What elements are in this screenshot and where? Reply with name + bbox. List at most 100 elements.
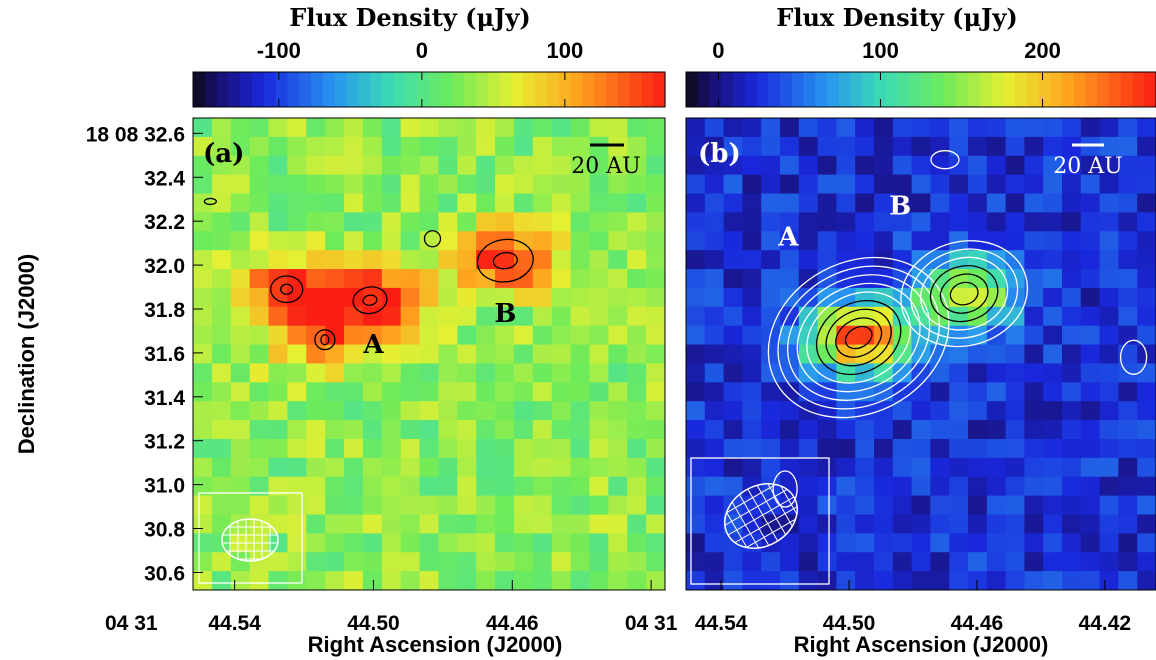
heatmap-cell [193, 269, 213, 289]
heatmap-cell [1062, 514, 1082, 534]
heatmap-cell [704, 287, 725, 308]
heatmap-cell [287, 457, 307, 478]
heatmap-cell [646, 401, 665, 421]
heatmap-cell [268, 212, 288, 232]
heatmap-cell [1080, 212, 1101, 232]
heatmap-cell [419, 382, 440, 402]
heatmap-cell [874, 118, 894, 138]
colorbar-segment [535, 72, 548, 107]
heatmap-cell [836, 363, 856, 383]
heatmap-cell [1080, 363, 1101, 383]
heatmap-cell [325, 136, 345, 157]
heatmap-cell [325, 212, 345, 232]
heatmap-cell [306, 306, 326, 327]
heatmap-cell [551, 552, 572, 572]
heatmap-cell [400, 155, 421, 176]
colorbar-segment [523, 72, 536, 107]
heatmap-cell [589, 514, 609, 534]
heatmap-cell [249, 344, 270, 365]
source-label: A [362, 330, 384, 360]
heatmap-cell [476, 438, 496, 459]
heatmap-cell [193, 118, 213, 138]
heatmap-cell [742, 382, 762, 402]
heatmap-cell [400, 174, 421, 195]
heatmap-cell [874, 344, 894, 365]
heatmap-cell [268, 155, 288, 176]
heatmap-cell [306, 155, 326, 176]
colorbar-tick-label: 0 [416, 38, 428, 63]
heatmap-cell [457, 476, 477, 497]
heatmap-cell [1080, 231, 1101, 251]
heatmap-cell [287, 118, 307, 138]
source-label: B [494, 299, 516, 329]
heatmap-cell [381, 212, 402, 232]
heatmap-cell [419, 420, 440, 440]
heatmap-cell [1043, 344, 1063, 365]
x-tick-label: 44.54 [695, 612, 748, 635]
heatmap-cell [986, 363, 1007, 383]
heatmap-cell [1080, 174, 1101, 195]
heatmap-cell [742, 231, 762, 251]
heatmap-cell [230, 174, 251, 195]
heatmap-cell [949, 552, 969, 572]
heatmap-cell [1005, 325, 1025, 346]
heatmap-cell [892, 495, 913, 516]
contour-line [786, 274, 931, 401]
heatmap-cell [344, 401, 364, 421]
heatmap-cell [892, 533, 913, 553]
heatmap-cell [968, 495, 988, 516]
heatmap-cell [836, 155, 856, 176]
heatmap-cell [780, 476, 800, 497]
heatmap-cell [836, 344, 856, 365]
x-tick-label: 44.46 [486, 612, 539, 635]
heatmap-cell [381, 155, 402, 176]
heatmap-cell [249, 193, 270, 213]
heatmap-cell [1005, 495, 1025, 516]
heatmap-cell [476, 401, 496, 421]
heatmap-cell [287, 174, 307, 195]
heatmap-cell [532, 571, 553, 590]
heatmap-cell [1005, 363, 1025, 383]
x-prefix-label: 04 31 [105, 612, 158, 635]
heatmap-cell [551, 476, 572, 497]
beam-hatch-line [746, 518, 796, 548]
colorbar-segment [803, 72, 816, 107]
heatmap-cell [761, 306, 781, 327]
heatmap-cell [551, 231, 572, 251]
colorbar-segment [252, 72, 265, 107]
heatmap-cell [570, 495, 591, 516]
heatmap-cell [249, 476, 270, 497]
heatmap-cell [836, 420, 856, 440]
heatmap-cell [306, 287, 326, 308]
heatmap-cell [798, 212, 819, 232]
heatmap-cell [1118, 533, 1138, 553]
heatmap-cell [1043, 571, 1063, 590]
heatmap-cell [268, 514, 288, 534]
heatmap-cell [761, 136, 781, 157]
heatmap-cell [1005, 514, 1025, 534]
colorbar-segment [641, 72, 654, 107]
heatmap-cell [211, 495, 232, 516]
heatmap-cell [419, 344, 440, 365]
heatmap-cell [986, 571, 1007, 590]
heatmap-cell [1118, 401, 1138, 421]
beam-hatch-line [727, 496, 795, 536]
heatmap-cell [817, 457, 837, 478]
heatmap-cell [268, 457, 288, 478]
heatmap-cell [911, 571, 931, 590]
colorbar-tick-label: 100 [862, 38, 899, 63]
colorbar-segment [464, 72, 477, 107]
heatmap-cell [287, 212, 307, 232]
contour-line [930, 150, 960, 170]
heatmap-cell [344, 325, 364, 346]
heatmap-cell [892, 514, 913, 534]
heatmap-cell [723, 552, 743, 572]
heatmap-cell [551, 571, 572, 590]
heatmap-cell [686, 457, 706, 478]
heatmap-cell [911, 420, 931, 440]
heatmap-cell [287, 250, 307, 270]
colorbar-segment [322, 72, 336, 107]
heatmap-cell [551, 269, 572, 289]
heatmap-cell [1118, 136, 1138, 157]
heatmap-cell [608, 495, 628, 516]
